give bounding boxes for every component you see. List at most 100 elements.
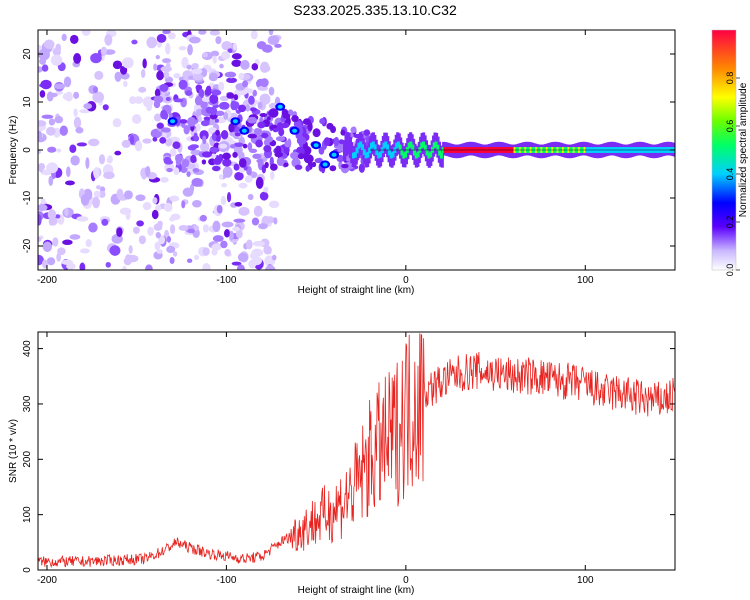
spectrogram-cell xyxy=(192,168,200,173)
spectrogram-cell xyxy=(128,245,133,254)
spectrogram-cell xyxy=(250,107,257,112)
spectrogram-cell xyxy=(234,171,244,181)
carrier-core xyxy=(421,141,425,148)
spectrogram-cell xyxy=(275,136,286,142)
spectrogram-cell xyxy=(41,259,48,269)
spectrogram-y-tick-label: -10 xyxy=(22,190,33,205)
spectrogram-cell xyxy=(201,159,207,165)
spectrogram-cell xyxy=(73,52,82,64)
spectrogram-cell xyxy=(228,123,235,133)
spectrogram-cell xyxy=(85,157,90,169)
spectrogram-cell xyxy=(38,149,42,155)
spectrogram-cell xyxy=(156,122,164,129)
spectrogram-cell xyxy=(96,185,102,190)
spectrogram-cell xyxy=(163,202,173,212)
snr-y-tick-label: 200 xyxy=(22,451,33,468)
spectrogram-cell xyxy=(358,163,365,173)
spectrogram-cell xyxy=(192,200,202,208)
carrier-core xyxy=(389,152,393,159)
carrier-core xyxy=(398,144,402,151)
spectrogram-cell xyxy=(202,262,211,270)
spectrogram-cell xyxy=(234,132,241,137)
spectrogram-cell xyxy=(142,96,154,108)
spectrogram-cell xyxy=(274,43,282,48)
spectrogram-cell xyxy=(145,165,151,177)
spectrogram-cell xyxy=(200,120,210,127)
spectrogram-cell xyxy=(169,256,175,265)
spectrogram-cell xyxy=(221,221,234,228)
spectrogram-cell xyxy=(263,186,269,193)
spectrogram-cell xyxy=(40,198,46,205)
carrier-core xyxy=(432,142,436,149)
spectrogram-cell xyxy=(212,220,221,233)
carrier-core xyxy=(413,149,417,156)
spectrogram-cell xyxy=(226,77,237,84)
spectrogram-cell xyxy=(90,53,102,64)
carrier-core xyxy=(371,141,375,148)
spectrogram-cell xyxy=(294,164,303,170)
snr-y-label: SNR (10 * v/v) xyxy=(8,419,19,483)
snr-axes: -200 -100 0 100 0 100 200 300 400 xyxy=(22,332,675,586)
spectrogram-cell xyxy=(222,152,231,160)
spectrogram-cell xyxy=(156,33,167,43)
spectrogram-cell xyxy=(221,51,231,60)
spectrogram-cell xyxy=(276,157,285,167)
carrier-core xyxy=(369,142,373,149)
spectrogram-cell xyxy=(138,235,146,245)
spectrogram-cell xyxy=(79,248,90,254)
spectrogram-cell xyxy=(129,134,135,145)
spectrogram-cell xyxy=(75,126,84,134)
spectrogram-cell xyxy=(114,150,122,156)
spectrogram-cell xyxy=(162,30,171,35)
spectrogram-cell xyxy=(338,139,345,145)
spectrogram-cell xyxy=(166,167,173,173)
spectrogram-cell xyxy=(152,137,158,142)
spectrogram-cell xyxy=(202,135,207,145)
spectrogram-cell xyxy=(245,104,250,112)
spectrogram-cell xyxy=(337,147,343,153)
spectrogram-cell xyxy=(125,254,132,262)
spectrogram-cell xyxy=(340,129,346,136)
spectrogram-cell xyxy=(307,122,313,132)
spectrogram-cell xyxy=(323,137,331,147)
chart-title: S233.2025.335.13.10.C32 xyxy=(293,2,457,18)
spectrogram-cell xyxy=(153,63,158,71)
spectrogram-cell xyxy=(79,109,91,114)
spectrogram-cell xyxy=(238,182,248,189)
spectrogram-cell xyxy=(145,264,153,270)
spectrogram-cell xyxy=(265,265,276,270)
spectrogram-cell xyxy=(259,113,268,118)
spectrogram-cell xyxy=(142,58,147,69)
spectrogram-cell xyxy=(156,70,164,81)
spectrogram-cell xyxy=(283,162,289,168)
spectrogram-cell xyxy=(273,217,278,225)
snr-y-tick-label: 0 xyxy=(22,567,33,573)
snr-marks xyxy=(38,333,675,569)
carrier-core xyxy=(425,149,429,156)
spectrogram-cell xyxy=(100,46,108,56)
spectrogram-cell xyxy=(153,113,162,122)
spectrogram-cell xyxy=(211,165,221,172)
spectrogram-cell xyxy=(268,108,279,118)
spectrogram-cell xyxy=(187,145,197,151)
spectrogram-x-tick-label: -100 xyxy=(216,275,236,286)
spectrogram-cell xyxy=(119,207,132,215)
spectrogram-cell xyxy=(261,132,269,139)
snr-x-tick-label: -100 xyxy=(216,575,236,586)
spectrogram-cell xyxy=(256,41,267,50)
spectrogram-cell xyxy=(167,32,176,40)
spectrogram-y-tick-label: -20 xyxy=(22,238,33,253)
spectrogram-cell xyxy=(202,224,209,233)
spectrogram-cell xyxy=(189,183,195,194)
spectrogram-cell xyxy=(235,228,243,239)
spectrogram-cell xyxy=(247,133,258,139)
spectrogram-cell xyxy=(39,90,46,98)
spectrogram-cell xyxy=(202,247,210,256)
spectrogram-cell xyxy=(162,71,170,79)
spectrogram-cell xyxy=(267,35,280,46)
spectrogram-cell xyxy=(160,109,168,120)
spectrogram-cell xyxy=(73,108,78,117)
spectrogram-cell xyxy=(166,236,172,243)
spectrogram-cell xyxy=(140,68,146,79)
spectrogram-cell xyxy=(247,142,253,151)
